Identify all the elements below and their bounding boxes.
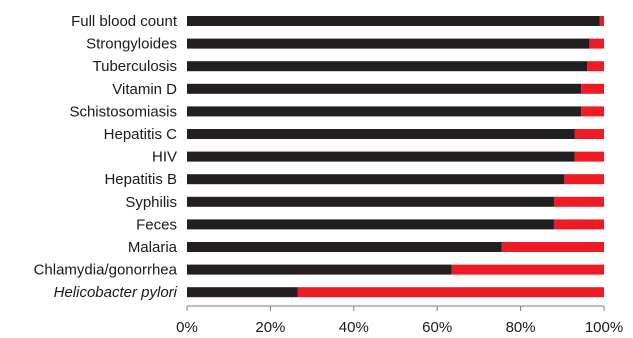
bar-segment-2-strongyloides bbox=[589, 38, 604, 49]
x-tick-label: 100% bbox=[585, 319, 623, 336]
category-label-full-blood-count: Full blood count bbox=[71, 13, 178, 30]
category-label-strongyloides: Strongyloides bbox=[86, 36, 177, 53]
category-label-vitamin-d: Vitamin D bbox=[112, 81, 177, 98]
bar-segment-2-hepatitis-c bbox=[574, 129, 604, 139]
bar-segment-1-chlamydia-gonorrhea bbox=[187, 264, 452, 275]
bar-segment-2-feces bbox=[553, 219, 604, 230]
category-label-tuberculosis: Tuberculosis bbox=[93, 58, 177, 75]
category-label-hepatitis-b: Hepatitis B bbox=[104, 171, 177, 188]
bar-segment-1-full-blood-count bbox=[187, 16, 600, 26]
category-label-feces: Feces bbox=[136, 216, 177, 233]
category-label-helicobacter-pylori: Helicobacter pylori bbox=[54, 284, 178, 301]
x-tick-labels: 0% 20% 40% 60% 80% 100% bbox=[176, 319, 623, 336]
bar-segment-2-hiv bbox=[574, 151, 604, 162]
bar-segment-1-feces bbox=[187, 219, 554, 230]
x-tick-label: 60% bbox=[422, 319, 452, 336]
bar-segment-2-helicobacter-pylori bbox=[297, 287, 604, 298]
bar-segment-2-syphilis bbox=[553, 196, 604, 207]
category-label-hepatitis-c: Hepatitis C bbox=[104, 126, 178, 143]
bar-segment-1-malaria bbox=[187, 242, 502, 252]
x-tick-label: 0% bbox=[176, 319, 198, 336]
category-label-malaria: Malaria bbox=[128, 239, 178, 256]
x-tick-label: 80% bbox=[506, 319, 536, 336]
bar-group bbox=[187, 16, 604, 298]
bar-segment-2-malaria bbox=[501, 242, 604, 252]
bar-segment-2-full-blood-count bbox=[599, 16, 604, 26]
bar-segment-2-hepatitis-b bbox=[564, 174, 604, 185]
bar-segment-1-helicobacter-pylori bbox=[187, 287, 298, 298]
bar-segment-2-schistosomiasis bbox=[581, 106, 604, 117]
bar-segment-1-hepatitis-c bbox=[187, 129, 575, 139]
category-label-chlamydia-gonorrhea: Chlamydia/gonorrhea bbox=[34, 262, 178, 279]
bar-segment-1-strongyloides bbox=[187, 38, 590, 49]
category-labels: Full blood count Strongyloides Tuberculosi… bbox=[34, 13, 178, 301]
bar-segment-1-vitamin-d bbox=[187, 83, 582, 94]
bar-segment-2-vitamin-d bbox=[581, 83, 604, 94]
x-tick-label: 20% bbox=[255, 319, 285, 336]
bar-segment-1-tuberculosis bbox=[187, 61, 588, 72]
bar-segment-1-syphilis bbox=[187, 196, 554, 207]
bar-segment-1-schistosomiasis bbox=[187, 106, 582, 117]
bar-segment-1-hepatitis-b bbox=[187, 174, 565, 185]
x-axis bbox=[186, 305, 605, 311]
bar-segment-2-tuberculosis bbox=[587, 61, 604, 72]
bar-segment-2-chlamydia-gonorrhea bbox=[451, 264, 604, 275]
category-label-syphilis: Syphilis bbox=[125, 194, 177, 211]
category-label-schistosomiasis: Schistosomiasis bbox=[69, 103, 177, 120]
bar-segment-1-hiv bbox=[187, 151, 575, 162]
x-tick-label: 40% bbox=[339, 319, 369, 336]
category-label-hiv: HIV bbox=[152, 149, 177, 166]
